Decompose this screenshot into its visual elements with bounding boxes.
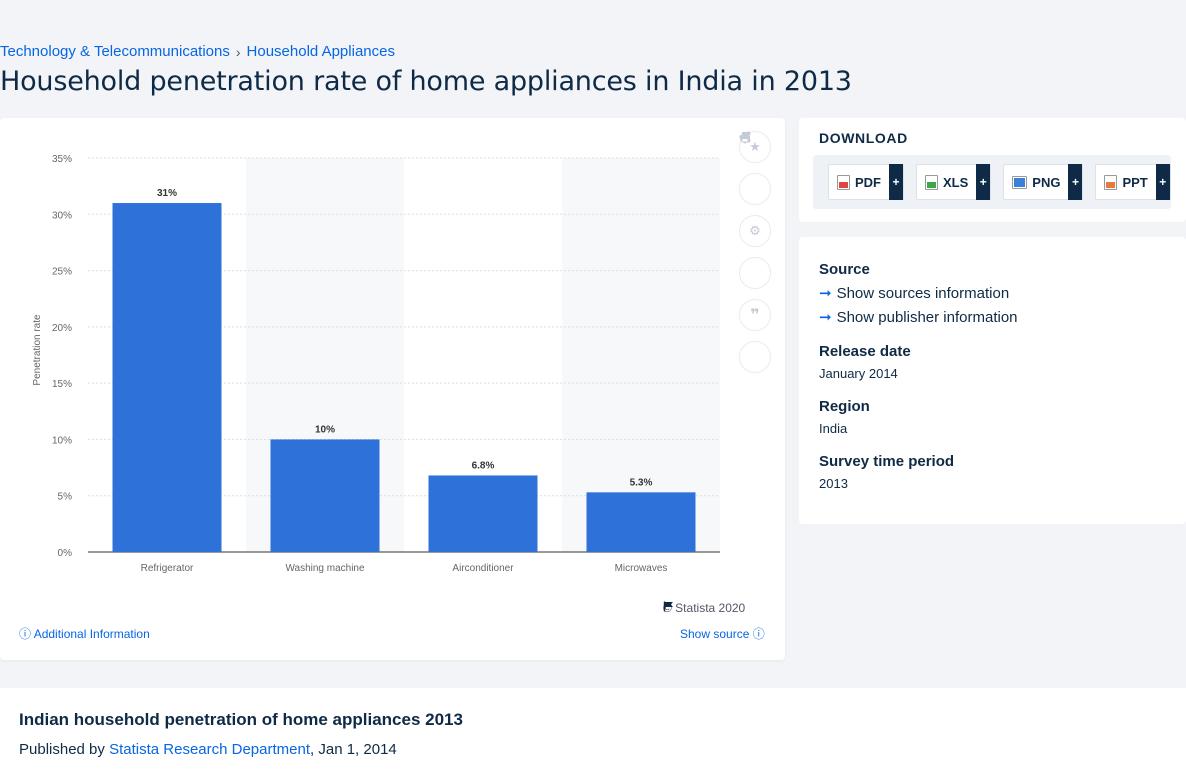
ppt-file-icon — [1104, 174, 1118, 190]
y-axis-label: Penetration rate — [32, 314, 43, 386]
pdf-file-icon — [837, 174, 850, 190]
bar-washing-machine — [270, 439, 380, 552]
release-date-value: January 2014 — [819, 366, 898, 381]
copyright: © Statista 2020 — [663, 601, 751, 615]
copyright-text: © Statista 2020 — [663, 601, 746, 615]
download-pdf-button[interactable]: PDF + — [828, 164, 904, 200]
y-tick-label: 20% — [52, 323, 72, 334]
y-tick-label: 25% — [52, 267, 72, 278]
plus-icon: + — [1068, 164, 1083, 200]
download-pdf-label: PDF — [855, 174, 881, 190]
bar-airconditioner — [428, 475, 538, 552]
slot-band — [562, 158, 720, 552]
bar-microwaves — [586, 492, 696, 552]
y-tick-label: 10% — [52, 435, 72, 446]
info-circle-icon: ⓘ — [19, 627, 32, 641]
info-circle-icon: ⓘ — [752, 627, 765, 641]
data-label: 5.3% — [630, 477, 653, 488]
x-tick-label: Refrigerator — [141, 563, 194, 574]
download-ppt-button[interactable]: PPT + — [1095, 164, 1171, 200]
survey-period-value: 2013 — [819, 476, 848, 491]
published-by: Published by Statista Research Departmen… — [19, 741, 397, 758]
breadcrumb: Technology & Telecommunications › Househ… — [0, 43, 395, 60]
author-link[interactable]: Statista Research Department — [109, 741, 311, 758]
plus-icon: + — [1155, 164, 1170, 200]
data-label: 10% — [315, 424, 335, 435]
show-sources-link[interactable]: ➞ Show sources information — [819, 284, 1010, 303]
breadcrumb-item-technology[interactable]: Technology & Telecommunications — [0, 43, 230, 60]
download-buttons: PDF + XLS + PNG + PPT + — [813, 155, 1171, 209]
published-prefix: Published by — [19, 741, 105, 758]
y-tick-label: 30% — [52, 210, 72, 221]
show-source-label: Show source — [680, 627, 750, 641]
plus-icon: + — [889, 164, 903, 200]
show-publisher-link[interactable]: ➞ Show publisher information — [819, 308, 1018, 327]
breadcrumb-item-household-appliances[interactable]: Household Appliances — [246, 43, 395, 60]
png-file-icon — [1012, 175, 1028, 189]
y-tick-label: 15% — [52, 379, 72, 390]
citation-quote-icon[interactable]: ❞ — [739, 299, 771, 331]
y-tick-label: 35% — [52, 154, 72, 165]
bar-chart: 0% 5% 10% 15% 20% 25% 30% 35% Penetration rate 31… — [32, 154, 720, 574]
data-label: 31% — [157, 188, 177, 199]
bar-refrigerator — [112, 203, 222, 552]
show-source-link[interactable]: Show source ⓘ — [680, 625, 765, 642]
page-title: Household penetration rate of home appli… — [0, 66, 852, 97]
x-tick-label: Washing machine — [285, 563, 365, 574]
show-publisher-label: Show publisher information — [836, 308, 1018, 326]
y-tick-label: 5% — [58, 492, 73, 503]
x-tick-label: Microwaves — [615, 563, 668, 574]
y-tick-label: 0% — [58, 548, 73, 559]
publish-date: , Jan 1, 2014 — [310, 741, 397, 758]
statistic-info-card: Source ➞ Show sources information ➞ Show… — [799, 237, 1186, 524]
x-tick-label: Airconditioner — [452, 563, 514, 574]
xls-file-icon — [925, 174, 938, 190]
additional-information-link[interactable]: ⓘ Additional Information — [19, 625, 150, 642]
survey-period-heading: Survey time period — [819, 453, 955, 470]
download-png-button[interactable]: PNG + — [1003, 164, 1084, 200]
region-heading: Region — [819, 398, 870, 415]
download-card: DOWNLOAD PDF + XLS + PNG + PPT + — [799, 118, 1186, 222]
notification-bell-icon[interactable] — [739, 132, 771, 205]
download-title: DOWNLOAD — [819, 130, 908, 146]
release-date-heading: Release date — [819, 343, 911, 360]
data-label: 6.8% — [472, 460, 495, 471]
arrow-right-icon: ➞ — [819, 309, 832, 326]
print-icon[interactable] — [739, 132, 771, 373]
show-sources-label: Show sources information — [836, 284, 1010, 302]
arrow-right-icon: ➞ — [819, 285, 832, 302]
download-xls-button[interactable]: XLS + — [916, 164, 992, 200]
source-heading: Source — [819, 261, 870, 278]
share-icon[interactable] — [739, 131, 771, 289]
download-png-label: PNG — [1032, 174, 1061, 190]
bottom-description-card: Indian household penetration of home app… — [0, 688, 1186, 778]
region-value: India — [819, 421, 848, 436]
statistic-headline: Indian household penetration of home app… — [19, 710, 463, 729]
plus-icon: + — [976, 164, 991, 200]
chart-toolbar: ★ ⚙ ❞ — [739, 131, 771, 373]
settings-gear-icon[interactable]: ⚙ — [739, 215, 771, 247]
additional-information-label: Additional Information — [33, 627, 150, 641]
download-ppt-label: PPT — [1122, 174, 1148, 190]
breadcrumb-separator: › — [235, 43, 241, 60]
chart-card: 0% 5% 10% 15% 20% 25% 30% 35% Penetration rate 31… — [0, 118, 785, 660]
download-xls-label: XLS — [943, 174, 969, 190]
